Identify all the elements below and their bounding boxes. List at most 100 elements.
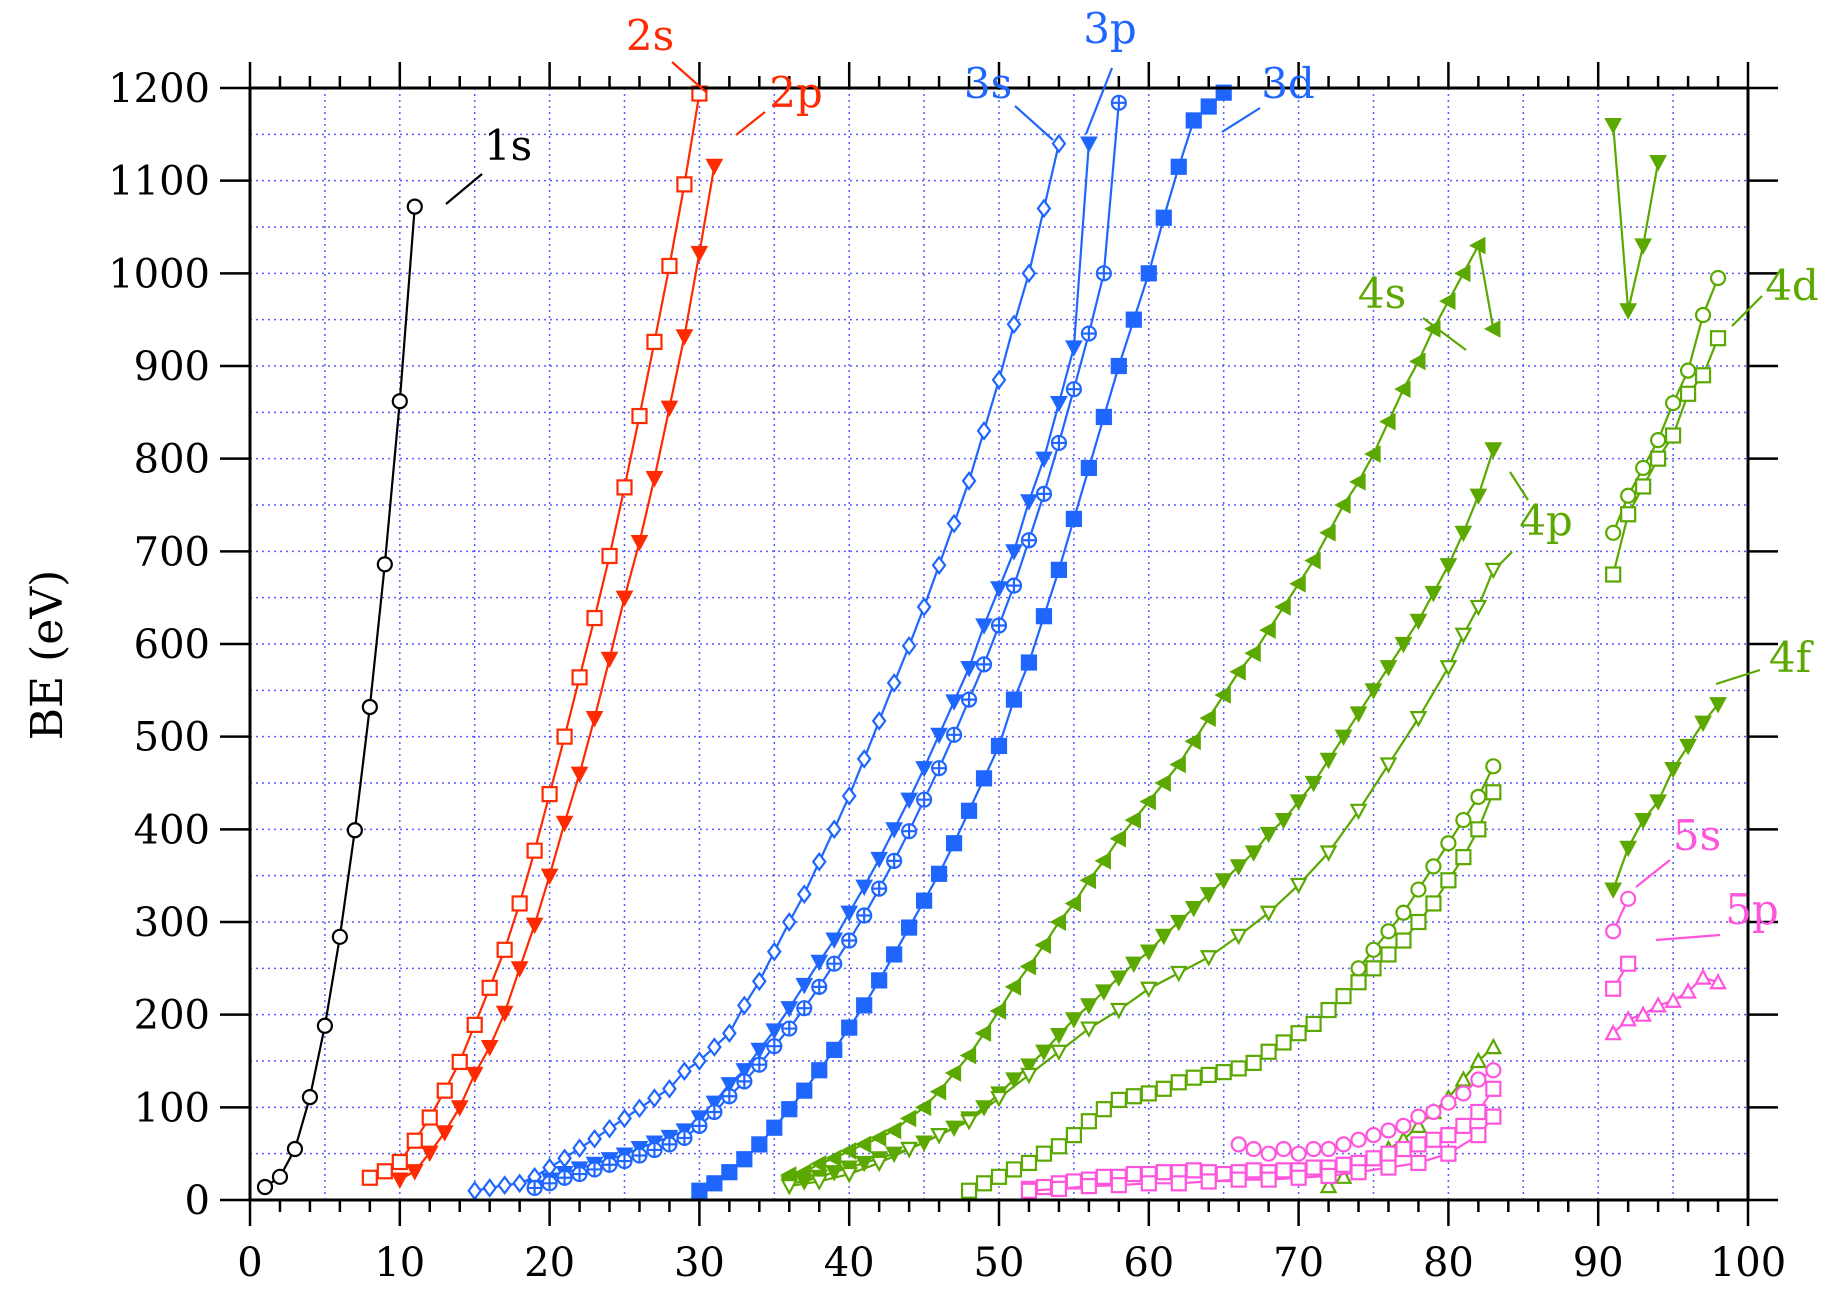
data-point bbox=[914, 1098, 932, 1117]
data-point bbox=[887, 853, 902, 868]
data-point bbox=[450, 1100, 469, 1117]
data-point bbox=[1215, 1165, 1232, 1183]
x-tick-label: 50 bbox=[974, 1240, 1025, 1286]
data-point bbox=[1395, 1140, 1412, 1158]
data-point bbox=[1050, 1044, 1068, 1062]
data-point bbox=[1605, 524, 1622, 541]
data-point bbox=[855, 1155, 874, 1173]
data-point bbox=[707, 1104, 722, 1119]
data-point bbox=[1409, 711, 1428, 728]
series-4f bbox=[1604, 697, 1727, 899]
x-tick-label: 30 bbox=[674, 1240, 725, 1286]
data-point bbox=[346, 822, 363, 839]
data-point bbox=[1005, 1072, 1023, 1089]
data-point bbox=[1184, 732, 1201, 751]
data-point bbox=[1650, 432, 1667, 449]
data-point bbox=[782, 1021, 797, 1036]
data-point bbox=[1051, 133, 1067, 154]
data-point bbox=[1664, 394, 1682, 412]
data-point bbox=[840, 905, 859, 923]
data-point bbox=[1709, 330, 1727, 347]
data-point bbox=[1200, 1066, 1217, 1084]
y-tick-label: 500 bbox=[134, 715, 210, 761]
data-point bbox=[1335, 1156, 1352, 1173]
data-point bbox=[975, 770, 993, 787]
data-point bbox=[1229, 662, 1246, 681]
x-tick-label: 20 bbox=[524, 1240, 575, 1286]
data-point bbox=[497, 1175, 513, 1196]
data-point bbox=[1425, 858, 1442, 875]
data-point bbox=[960, 1182, 978, 1199]
leader-line-4d bbox=[1731, 295, 1763, 327]
data-point bbox=[1094, 851, 1111, 870]
data-point bbox=[1620, 506, 1637, 523]
data-point bbox=[585, 711, 604, 728]
data-point bbox=[1320, 1001, 1337, 1019]
data-point bbox=[961, 471, 977, 491]
data-point bbox=[1110, 1177, 1127, 1194]
data-point bbox=[856, 749, 872, 769]
series-3d bbox=[691, 84, 1232, 1199]
data-point bbox=[646, 333, 663, 351]
data-point bbox=[975, 1175, 993, 1192]
data-point bbox=[1469, 488, 1488, 506]
series-label-5p: 5p bbox=[1725, 885, 1779, 934]
data-point bbox=[1064, 894, 1081, 913]
data-point bbox=[436, 1082, 453, 1099]
leader-line-3p bbox=[1084, 67, 1114, 135]
data-point bbox=[960, 802, 978, 819]
data-point bbox=[1275, 1034, 1292, 1051]
data-point bbox=[510, 961, 529, 978]
data-point bbox=[1095, 408, 1112, 426]
data-point bbox=[1065, 340, 1083, 357]
data-point bbox=[1305, 1015, 1322, 1033]
data-point bbox=[705, 158, 724, 176]
data-point bbox=[286, 1140, 304, 1158]
data-point bbox=[796, 1082, 813, 1099]
data-point bbox=[854, 1135, 872, 1154]
data-point bbox=[1170, 1074, 1187, 1091]
data-point bbox=[1395, 904, 1412, 921]
data-point bbox=[647, 1088, 662, 1108]
data-point bbox=[391, 1153, 408, 1171]
x-tick-label: 80 bbox=[1423, 1240, 1474, 1286]
data-point bbox=[1245, 1162, 1262, 1179]
data-point bbox=[1110, 1091, 1127, 1109]
data-point bbox=[587, 1129, 602, 1149]
series-unnamed-9 bbox=[780, 562, 1503, 1196]
data-point bbox=[780, 1001, 799, 1018]
data-point bbox=[1334, 729, 1353, 746]
data-point bbox=[1185, 112, 1202, 129]
data-point bbox=[1290, 1169, 1307, 1186]
data-point bbox=[1440, 1094, 1457, 1111]
data-point bbox=[722, 1089, 737, 1104]
data-point bbox=[1035, 451, 1053, 468]
data-point bbox=[572, 1167, 587, 1182]
data-point bbox=[1679, 738, 1697, 756]
data-point bbox=[527, 1180, 542, 1195]
data-point bbox=[630, 534, 649, 552]
data-point bbox=[1604, 117, 1623, 135]
data-point bbox=[885, 822, 903, 839]
data-point bbox=[541, 786, 558, 803]
data-point bbox=[705, 1095, 724, 1113]
data-point bbox=[884, 1121, 902, 1140]
data-point bbox=[632, 1148, 647, 1163]
data-point bbox=[1709, 972, 1727, 990]
leader-line-4p bbox=[1509, 471, 1529, 501]
data-point bbox=[1409, 1116, 1428, 1133]
data-point bbox=[1005, 544, 1023, 561]
data-point bbox=[1470, 1127, 1487, 1144]
data-point bbox=[1620, 487, 1637, 504]
data-point bbox=[916, 597, 932, 617]
data-point bbox=[915, 761, 933, 778]
data-point bbox=[1290, 1025, 1307, 1042]
data-point bbox=[1244, 845, 1263, 862]
data-point bbox=[810, 1174, 829, 1191]
data-point bbox=[570, 766, 589, 784]
data-point bbox=[1139, 944, 1158, 961]
data-point bbox=[1260, 1145, 1277, 1162]
data-point bbox=[525, 917, 544, 935]
data-point bbox=[1065, 1127, 1083, 1144]
